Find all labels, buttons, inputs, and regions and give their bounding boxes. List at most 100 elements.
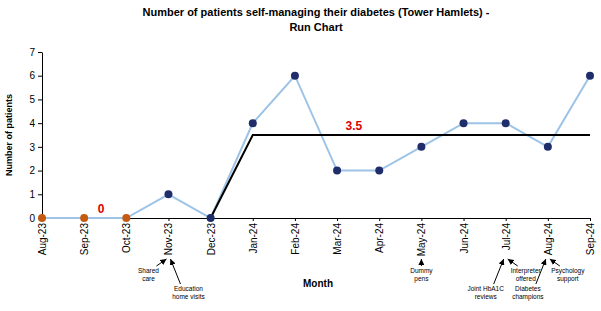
x-tick-label: Dec-23 <box>206 223 217 256</box>
x-axis-title: Month <box>303 278 333 289</box>
event-arrow <box>508 259 518 266</box>
y-tick-label: 3 <box>29 142 35 153</box>
y-tick-label: 0 <box>29 213 35 224</box>
event-label: Psychologysupport <box>551 267 585 283</box>
x-tick-label: Oct-23 <box>121 223 132 253</box>
plot-area <box>38 72 594 222</box>
event-label: Sharedcare <box>138 267 159 282</box>
y-tick-mark <box>38 76 42 77</box>
y-tick: 6 <box>29 70 42 81</box>
x-tick-mark <box>506 218 507 221</box>
x-tick: Aug-23 <box>37 218 48 255</box>
chart: Number of patients self-managing their d… <box>0 0 601 311</box>
event-arrow <box>536 259 546 284</box>
x-tick: Jan-24 <box>248 218 259 254</box>
x-tick-mark <box>295 218 296 221</box>
event-arrow <box>156 259 166 266</box>
y-tick: 5 <box>29 94 42 105</box>
x-tick: Oct-23 <box>121 218 132 253</box>
chart-title: Number of patients self-managing their d… <box>143 6 490 33</box>
x-tick-mark <box>168 218 169 221</box>
x-tick: May-24 <box>416 218 427 256</box>
event-arrow <box>170 259 180 284</box>
data-point <box>291 72 299 80</box>
y-tick: 3 <box>29 142 42 153</box>
x-tick: Feb-24 <box>290 218 301 255</box>
x-tick: Dec-23 <box>206 218 217 255</box>
event-label: Dummypens <box>410 267 433 283</box>
y-axis: 0 1 2 3 4 5 6 7 <box>29 47 42 224</box>
series-line <box>42 76 590 218</box>
data-point <box>333 167 341 175</box>
y-tick-label: 4 <box>29 118 35 129</box>
x-tick-mark <box>590 218 591 221</box>
data-point <box>417 143 425 151</box>
x-tick: Sep-24 <box>585 218 596 255</box>
x-tick-mark <box>548 218 549 221</box>
x-tick: Nov-23 <box>163 218 174 255</box>
x-tick: Mar-24 <box>332 218 343 255</box>
x-tick-label: Nov-23 <box>163 223 174 256</box>
event-arrow <box>494 259 504 284</box>
x-tick: Jun-24 <box>459 218 470 254</box>
event-label: Joint HbA1Creviews <box>467 285 504 300</box>
x-tick-mark <box>337 218 338 221</box>
data-point <box>502 119 510 127</box>
event-arrow <box>550 259 560 266</box>
y-tick-mark <box>38 194 42 195</box>
event-label: Interpreteroffered <box>511 267 542 282</box>
data-point <box>249 119 257 127</box>
y-tick-label: 7 <box>29 47 35 58</box>
x-tick-label: Apr-24 <box>374 223 385 253</box>
x-tick-label: Sep-24 <box>585 223 596 256</box>
x-tick-label: May-24 <box>416 223 427 257</box>
x-tick: Aug-24 <box>543 218 554 255</box>
x-tick-label: Aug-24 <box>543 223 554 256</box>
data-point <box>164 190 172 198</box>
data-point <box>207 214 215 222</box>
data-point <box>375 167 383 175</box>
y-axis-title: Number of patients <box>4 94 14 176</box>
y-tick-mark <box>38 99 42 100</box>
data-point <box>122 214 130 222</box>
median-label: 0 <box>98 202 105 216</box>
data-point <box>544 143 552 151</box>
x-tick-mark <box>421 218 422 221</box>
x-tick-label: Jun-24 <box>459 223 470 254</box>
y-tick: 4 <box>29 118 42 129</box>
data-point <box>38 214 46 222</box>
y-tick-label: 5 <box>29 94 35 105</box>
y-tick-mark <box>38 123 42 124</box>
x-tick-mark <box>253 218 254 221</box>
x-axis: Aug-23 Sep-23 Oct-23 Nov-23 Dec-23 Jan-24 Feb-… <box>37 218 596 256</box>
event-arrow <box>421 259 422 266</box>
x-tick: Jul-24 <box>501 218 512 250</box>
x-tick-label: Feb-24 <box>290 223 301 255</box>
y-axis-line <box>42 53 43 219</box>
event-label: Diabeteschampions <box>512 285 544 301</box>
x-tick: Sep-23 <box>79 218 90 255</box>
x-tick-label: Aug-23 <box>37 223 48 256</box>
x-tick: Apr-24 <box>374 218 385 253</box>
y-tick: 1 <box>29 189 42 200</box>
x-tick-label: Mar-24 <box>332 223 343 255</box>
x-tick-mark <box>464 218 465 221</box>
y-tick: 2 <box>29 165 42 176</box>
y-tick-label: 1 <box>29 189 35 200</box>
y-tick-mark <box>38 171 42 172</box>
x-tick-label: Jul-24 <box>501 223 512 251</box>
x-tick-mark <box>379 218 380 221</box>
y-tick-label: 2 <box>29 165 35 176</box>
median-label: 3.5 <box>346 119 363 133</box>
data-point <box>586 72 594 80</box>
y-tick: 7 <box>29 47 42 58</box>
x-tick-label: Jan-24 <box>248 223 259 254</box>
series-line <box>211 135 590 218</box>
data-point <box>80 214 88 222</box>
y-tick-mark <box>38 147 42 148</box>
data-point <box>460 119 468 127</box>
event-label: Educationhome visits <box>172 285 205 300</box>
x-tick-label: Sep-23 <box>79 223 90 256</box>
y-tick-mark <box>38 52 42 53</box>
y-tick-label: 6 <box>29 70 35 81</box>
